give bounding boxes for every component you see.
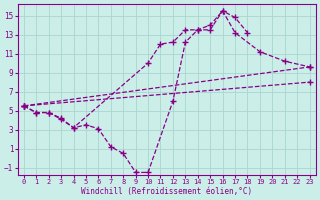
X-axis label: Windchill (Refroidissement éolien,°C): Windchill (Refroidissement éolien,°C)	[81, 187, 252, 196]
